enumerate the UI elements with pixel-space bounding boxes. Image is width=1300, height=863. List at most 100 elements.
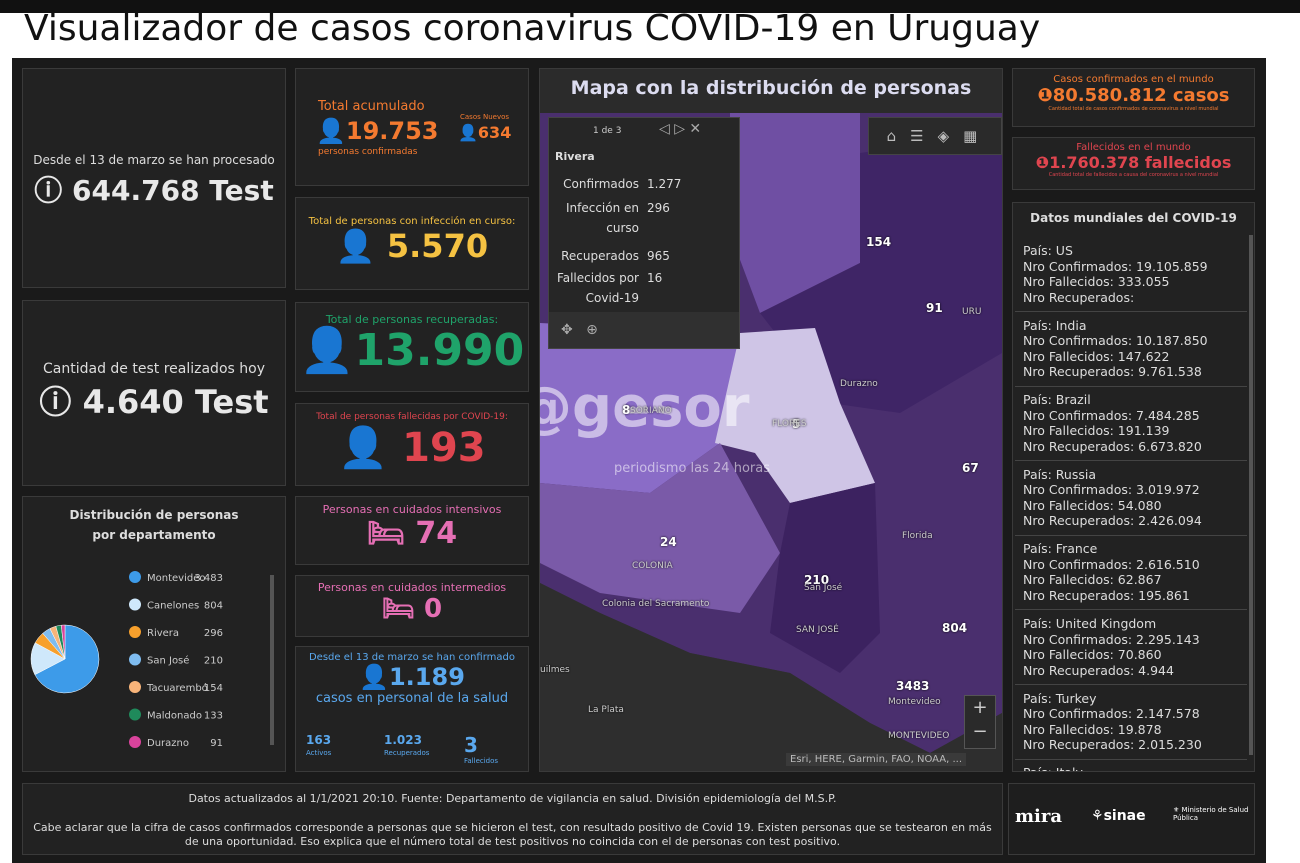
watermark: @gesor xyxy=(539,375,750,440)
map-count-label: 804 xyxy=(942,621,968,635)
map-toolbar[interactable]: ⌂☰◈▦ xyxy=(868,117,1002,155)
region xyxy=(540,443,780,613)
map-count-label: 210 xyxy=(804,573,830,587)
value-text: 193 xyxy=(402,425,486,471)
pie-panel: Distribución de personas por departament… xyxy=(22,496,286,772)
logo-text: Ministerio de Salud Pública xyxy=(1173,806,1249,822)
map-popup: 1 de 3 ◁ ▷ ✕ Rivera ✥ ⊕ Confirmados 1.277… xyxy=(548,117,740,349)
health-panel: Desde el 13 de marzo se han confirmado 👤… xyxy=(295,646,529,772)
list-title: Datos mundiales del COVID-19 xyxy=(1030,211,1237,225)
legend-swatch xyxy=(129,708,141,721)
stat-value: 1.023 xyxy=(384,733,422,747)
value: 👤19.753 xyxy=(316,117,439,145)
dashboard: Desde el 13 de marzo se han procesado ⓘ … xyxy=(12,58,1266,863)
map-count-label: 3483 xyxy=(896,679,930,693)
value-text: 5.570 xyxy=(386,227,489,265)
country-stat: Nro Confirmados: 19.105.859 xyxy=(1023,258,1208,274)
pie-slice xyxy=(34,624,100,694)
map-panel: Mapa con la distribución de personas ⌂☰◈… xyxy=(539,68,1003,772)
country-entry: País: United Kingdom Nro Confirmados: 2.2… xyxy=(1015,612,1247,685)
stat-value: 3 xyxy=(464,733,478,757)
country-stat: Nro Confirmados: 2.147.578 xyxy=(1023,706,1200,722)
map-place-label: Durazno xyxy=(840,379,878,389)
map-count-label: 24 xyxy=(660,535,677,549)
country-name: País: Russia xyxy=(1023,466,1097,482)
popup-label: Fallecidos por Covid-19 xyxy=(556,271,639,305)
world-deaths-panel: Fallecidos en el mundo ❶1.760.378 fallec… xyxy=(1012,137,1255,190)
value: 👤 193 xyxy=(338,425,486,471)
legend-label: Tacuarembó xyxy=(146,682,208,694)
label: Total de personas con infección en curso… xyxy=(308,216,516,227)
region xyxy=(770,483,880,673)
country-entry: País: US Nro Confirmados: 19.105.859 Nro F… xyxy=(1015,239,1247,312)
legend-swatch xyxy=(129,653,141,666)
intermediate-panel: Personas en cuidados intermedios 🛏 0 xyxy=(295,575,529,637)
country-stat: Nro Recuperados: 9.761.538 xyxy=(1023,364,1202,380)
legend-value: 133 xyxy=(204,711,223,722)
today-panel: Cantidad de test realizados hoy ⓘ 4.640 … xyxy=(22,300,286,486)
value-text: 74 xyxy=(415,516,458,551)
watermark-tagline: periodismo las 24 horas xyxy=(614,461,770,476)
legend-value: 210 xyxy=(204,656,223,667)
country-stat: Nro Fallecidos: 147.622 xyxy=(1023,348,1170,364)
logos-panel: mira ⚘sinae ⚜ Ministerio de Salud Públic… xyxy=(1008,783,1255,855)
caption: Cantidad de test realizados hoy xyxy=(43,361,265,377)
map-place-label: Montevideo xyxy=(888,697,941,707)
active-panel: Total de personas con infección en curso… xyxy=(295,197,529,290)
value: ⓘ 644.768 Test xyxy=(34,174,274,207)
map-place-label: Florida xyxy=(902,531,933,541)
legend-value: 91 xyxy=(210,738,223,749)
map-place-label: FLORES xyxy=(772,419,807,429)
popup-tools[interactable]: ✥ ⊕ xyxy=(549,312,739,348)
legend-label: Rivera xyxy=(147,628,179,639)
logo: mira xyxy=(1015,806,1063,827)
popup-label: Infección en curso xyxy=(565,201,639,235)
popup-label: Confirmados xyxy=(563,177,639,191)
tests-panel: Desde el 13 de marzo se han procesado ⓘ … xyxy=(22,68,286,288)
attribution: Esri, HERE, Garmin, FAO, NOAA, ... xyxy=(786,753,967,766)
legend-value: 154 xyxy=(204,683,223,694)
map-place-label: COLONIA xyxy=(632,561,673,571)
value: ❶80.580.812 casos xyxy=(1037,85,1230,106)
legend-label: Maldonado xyxy=(147,711,202,722)
scrollbar xyxy=(270,575,274,745)
zoom-control[interactable]: + − xyxy=(964,695,996,749)
country-name: País: Turkey xyxy=(1023,690,1097,706)
legend-swatch xyxy=(129,681,141,693)
caption: Desde el 13 de marzo se han confirmado xyxy=(308,652,515,663)
map-count-label: 154 xyxy=(866,235,892,249)
note: Cabe aclarar que la cifra de casos confi… xyxy=(33,821,992,848)
country-stat: Nro Recuperados: 4.944 xyxy=(1023,662,1174,678)
legend-value: 3.483 xyxy=(194,573,223,584)
label: Total de personas fallecidas por COVID-1… xyxy=(316,412,508,422)
caption: Desde el 13 de marzo se han procesado xyxy=(33,153,275,167)
world-list-panel: Datos mundiales del COVID-19 País: US Nro… xyxy=(1012,202,1255,772)
new-value-text: 634 xyxy=(477,123,512,142)
country-name: País: India xyxy=(1023,317,1087,333)
sub: casos en personal de la salud xyxy=(315,691,509,706)
legend-swatch xyxy=(129,571,141,583)
sub: personas confirmadas xyxy=(318,147,418,157)
popup-controls[interactable]: ◁ ▷ ✕ xyxy=(659,121,702,137)
map-place-label: SAN JOSÉ xyxy=(796,625,839,635)
country-stat: Nro Fallecidos: 333.055 xyxy=(1023,274,1170,289)
label: Total de personas recuperadas: xyxy=(325,313,499,326)
new-value: 👤634 xyxy=(458,123,512,142)
country-entry: País: Russia Nro Confirmados: 3.019.972 Nr… xyxy=(1015,463,1247,536)
country-stat: Nro Confirmados: 2.295.143 xyxy=(1023,631,1200,647)
label: Fallecidos en el mundo xyxy=(1076,142,1191,153)
note: Cantidad total de casos confirmados de c… xyxy=(1048,106,1219,112)
label: Total acumulado xyxy=(318,99,425,114)
legend-value: 804 xyxy=(204,601,223,612)
value: 👤13.990 xyxy=(299,325,525,376)
map-place-label: Colonia del Sacramento xyxy=(602,599,710,609)
top-bar xyxy=(0,0,1300,13)
legend-label: Canelones xyxy=(147,601,199,612)
map-place-label: San José xyxy=(804,583,843,593)
legend-value: 296 xyxy=(204,628,223,639)
country-name: País: France xyxy=(1023,541,1098,557)
country-stat: Nro Fallecidos: 62.867 xyxy=(1023,572,1162,588)
country-stat: Nro Recuperados: 6.673.820 xyxy=(1023,438,1202,454)
map-title: Mapa con la distribución de personas xyxy=(570,77,972,99)
